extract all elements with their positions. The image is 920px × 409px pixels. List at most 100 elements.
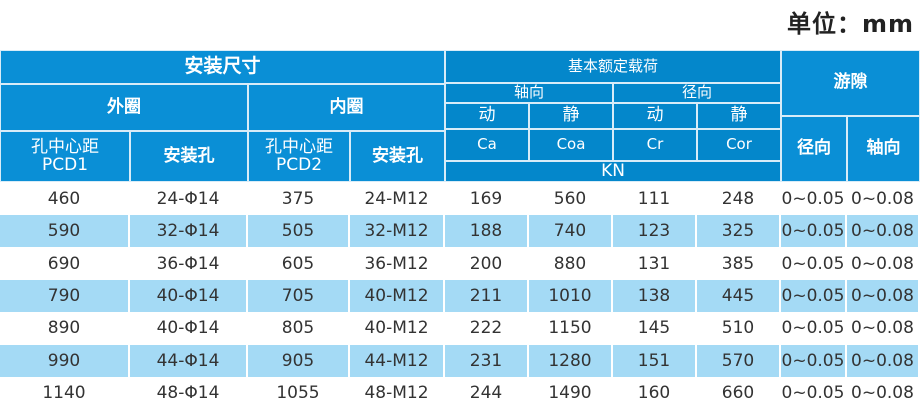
- cell-clear-axial: 0~0.08: [847, 215, 920, 248]
- cell-cor: 445: [697, 279, 781, 312]
- cell-coa: 1490: [529, 376, 613, 409]
- cell-pcd2: 605: [248, 247, 350, 280]
- cell-clear-radial: 0~0.05: [781, 183, 847, 215]
- cell-ca: 188: [445, 215, 529, 248]
- table-row: 690 36-Φ14 605 36-M12 200 880 131 385 0~0.05 0~0.…: [0, 247, 920, 280]
- cell-coa: 1010: [529, 279, 613, 312]
- header-clear-axial: 轴向: [847, 116, 920, 182]
- cell-clear-radial: 0~0.05: [781, 215, 847, 248]
- cell-clear-axial: 0~0.08: [847, 312, 920, 345]
- header-install-dims: 安装尺寸: [0, 50, 445, 84]
- cell-cr: 123: [613, 215, 697, 248]
- cell-pcd1: 1140: [0, 376, 130, 409]
- header-dyn-radial: 动: [613, 103, 697, 129]
- cell-mount-hole-inner: 48-M12: [350, 376, 445, 409]
- cell-pcd2: 505: [248, 215, 350, 248]
- cell-mount-hole-outer: 48-Φ14: [130, 376, 248, 409]
- cell-mount-hole-outer: 24-Φ14: [130, 183, 248, 215]
- cell-ca: 200: [445, 247, 529, 280]
- cell-pcd2: 805: [248, 312, 350, 345]
- header-kn: KN: [445, 161, 781, 182]
- header-stat-radial: 静: [697, 103, 781, 129]
- table-row: 990 44-Φ14 905 44-M12 231 1280 151 570 0~0.05 0~0…: [0, 344, 920, 377]
- cell-ca: 231: [445, 344, 529, 377]
- cell-clear-axial: 0~0.08: [847, 183, 920, 215]
- cell-mount-hole-inner: 24-M12: [350, 183, 445, 215]
- cell-mount-hole-inner: 40-M12: [350, 312, 445, 345]
- cell-cr: 138: [613, 279, 697, 312]
- header-pcd1: 孔中心距 PCD1: [0, 131, 130, 182]
- cell-mount-hole-inner: 36-M12: [350, 247, 445, 280]
- cell-mount-hole-outer: 32-Φ14: [130, 215, 248, 248]
- cell-mount-hole-outer: 44-Φ14: [130, 344, 248, 377]
- cell-pcd1: 690: [0, 247, 130, 280]
- cell-coa: 880: [529, 247, 613, 280]
- cell-pcd2: 1055: [248, 376, 350, 409]
- cell-clear-radial: 0~0.05: [781, 279, 847, 312]
- cell-pcd2: 905: [248, 344, 350, 377]
- cell-mount-hole-inner: 44-M12: [350, 344, 445, 377]
- cell-coa: 1280: [529, 344, 613, 377]
- cell-ca: 211: [445, 279, 529, 312]
- header-cor: Cor: [697, 129, 781, 161]
- cell-cr: 131: [613, 247, 697, 280]
- cell-cr: 160: [613, 376, 697, 409]
- header-outer-ring: 外圈: [0, 84, 248, 131]
- header-radial: 径向: [613, 83, 781, 103]
- cell-mount-hole-outer: 40-Φ14: [130, 312, 248, 345]
- cell-pcd2: 375: [248, 183, 350, 215]
- header-ca: Ca: [445, 129, 529, 161]
- header-pcd2: 孔中心距 PCD2: [248, 131, 350, 182]
- header-clearance: 游隙: [781, 50, 920, 116]
- cell-clear-radial: 0~0.05: [781, 312, 847, 345]
- header-coa: Coa: [529, 129, 613, 161]
- cell-clear-axial: 0~0.08: [847, 376, 920, 409]
- cell-clear-radial: 0~0.05: [781, 376, 847, 409]
- cell-pcd1: 790: [0, 279, 130, 312]
- cell-ca: 244: [445, 376, 529, 409]
- header-axial: 轴向: [445, 83, 613, 103]
- header-dyn-axial: 动: [445, 103, 529, 129]
- cell-cor: 325: [697, 215, 781, 248]
- cell-cor: 248: [697, 183, 781, 215]
- cell-pcd1: 890: [0, 312, 130, 345]
- header-mount-hole-inner: 安装孔: [350, 131, 445, 182]
- cell-coa: 1150: [529, 312, 613, 345]
- cell-cor: 570: [697, 344, 781, 377]
- cell-pcd2: 705: [248, 279, 350, 312]
- cell-cor: 660: [697, 376, 781, 409]
- cell-clear-axial: 0~0.08: [847, 279, 920, 312]
- cell-clear-radial: 0~0.05: [781, 344, 847, 377]
- cell-ca: 222: [445, 312, 529, 345]
- cell-clear-axial: 0~0.08: [847, 344, 920, 377]
- cell-clear-axial: 0~0.08: [847, 247, 920, 280]
- cell-pcd1: 590: [0, 215, 130, 248]
- header-cr: Cr: [613, 129, 697, 161]
- table-row: 1140 48-Φ14 1055 48-M12 244 1490 160 660 0~0.05 0…: [0, 376, 920, 409]
- table-row: 460 24-Φ14 375 24-M12 169 560 111 248 0~0.05 0~0.…: [0, 183, 920, 215]
- header-inner-ring: 内圈: [248, 84, 445, 131]
- cell-cor: 385: [697, 247, 781, 280]
- table-row: 790 40-Φ14 705 40-M12 211 1010 138 445 0~0.05 0~0…: [0, 279, 920, 312]
- cell-clear-radial: 0~0.05: [781, 247, 847, 280]
- cell-ca: 169: [445, 183, 529, 215]
- cell-cor: 510: [697, 312, 781, 345]
- cell-mount-hole-outer: 36-Φ14: [130, 247, 248, 280]
- unit-label: 单位：mm: [786, 10, 914, 38]
- header-mount-hole-outer: 安装孔: [130, 131, 248, 182]
- cell-pcd1: 990: [0, 344, 130, 377]
- cell-cr: 151: [613, 344, 697, 377]
- header-basic-load: 基本额定载荷: [445, 50, 781, 83]
- cell-cr: 145: [613, 312, 697, 345]
- cell-mount-hole-inner: 32-M12: [350, 215, 445, 248]
- cell-coa: 740: [529, 215, 613, 248]
- cell-coa: 560: [529, 183, 613, 215]
- table-row: 890 40-Φ14 805 40-M12 222 1150 145 510 0~0.05 0~0…: [0, 312, 920, 345]
- header-stat-axial: 静: [529, 103, 613, 129]
- cell-mount-hole-outer: 40-Φ14: [130, 279, 248, 312]
- cell-pcd1: 460: [0, 183, 130, 215]
- cell-cr: 111: [613, 183, 697, 215]
- header-clear-radial: 径向: [781, 116, 847, 182]
- table-row: 590 32-Φ14 505 32-M12 188 740 123 325 0~0.05 0~0.…: [0, 215, 920, 248]
- cell-mount-hole-inner: 40-M12: [350, 279, 445, 312]
